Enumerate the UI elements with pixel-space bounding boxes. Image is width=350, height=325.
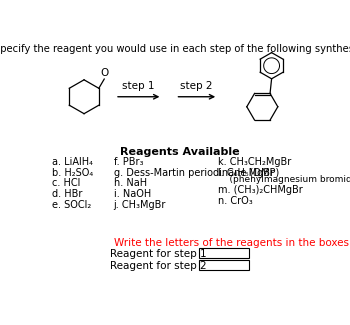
Text: b. H₂SO₄: b. H₂SO₄ [51,168,93,177]
Text: (phenylmagnesium bromide): (phenylmagnesium bromide) [218,175,350,184]
Text: m. (CH₃)₂CHMgBr: m. (CH₃)₂CHMgBr [218,185,303,195]
Text: d. HBr: d. HBr [51,189,82,199]
Text: Specify the reagent you would use in each step of the following synthesis:: Specify the reagent you would use in eac… [0,44,350,54]
Bar [199,248,249,258]
Text: c. HCl: c. HCl [51,178,80,188]
Text: i. NaOH: i. NaOH [113,189,151,199]
Text: Reagents Available: Reagents Available [120,147,239,157]
Text: j. CH₃MgBr: j. CH₃MgBr [113,200,166,210]
Text: k. CH₃CH₂MgBr: k. CH₃CH₂MgBr [218,157,291,167]
Text: O: O [100,68,108,77]
Text: step 1: step 1 [122,81,155,91]
Text: Reagent for step 2: Reagent for step 2 [110,261,206,271]
Text: e. SOCl₂: e. SOCl₂ [51,200,91,210]
Text: n. CrO₃: n. CrO₃ [218,196,253,206]
Text: Write the letters of the reagents in the boxes below.: Write the letters of the reagents in the… [113,238,350,248]
Text: g. Dess-Martin periodinane (DMP): g. Dess-Martin periodinane (DMP) [113,168,279,177]
Text: Reagent for step 1: Reagent for step 1 [110,249,206,259]
Text: step 2: step 2 [180,81,213,91]
Text: h. NaH: h. NaH [113,178,147,188]
Text: l. C₆H₅MgBr: l. C₆H₅MgBr [218,168,274,177]
Text: a. LiAlH₄: a. LiAlH₄ [51,157,92,167]
Text: f. PBr₃: f. PBr₃ [113,157,143,167]
Bar [199,260,249,270]
